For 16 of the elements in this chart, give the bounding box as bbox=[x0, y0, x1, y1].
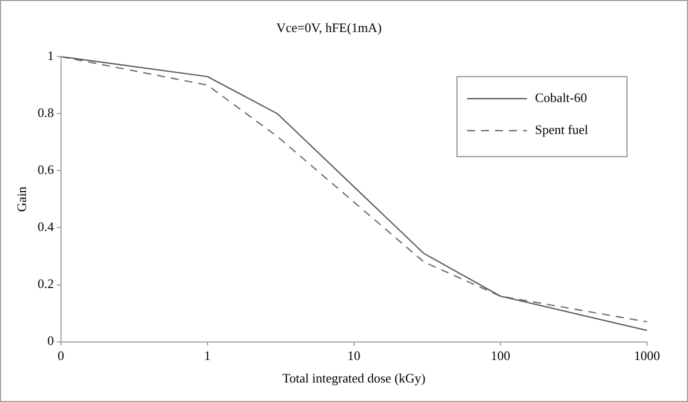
chart-title: Vce=0V, hFE(1mA) bbox=[276, 20, 382, 36]
x-tick-label: 0 bbox=[58, 348, 64, 364]
y-tick-label: 0.4 bbox=[38, 219, 54, 234]
legend-label: Cobalt-60 bbox=[535, 90, 587, 106]
y-axis-title: Gain bbox=[14, 186, 30, 212]
x-tick-label: 1000 bbox=[634, 348, 660, 364]
x-axis-title: Total integrated dose (kGy) bbox=[282, 370, 426, 386]
y-tick-label: 0.2 bbox=[38, 276, 54, 292]
y-tick-label: 0.6 bbox=[38, 162, 54, 178]
y-tick-label: 1 bbox=[47, 48, 54, 64]
legend-label: Spent fuel bbox=[535, 122, 588, 138]
x-tick-label: 10 bbox=[347, 348, 360, 364]
y-tick-label: 0.8 bbox=[38, 105, 54, 120]
y-tick-label: 0 bbox=[47, 333, 54, 348]
x-tick-label: 1 bbox=[204, 348, 211, 364]
x-tick-label: 100 bbox=[490, 348, 510, 364]
